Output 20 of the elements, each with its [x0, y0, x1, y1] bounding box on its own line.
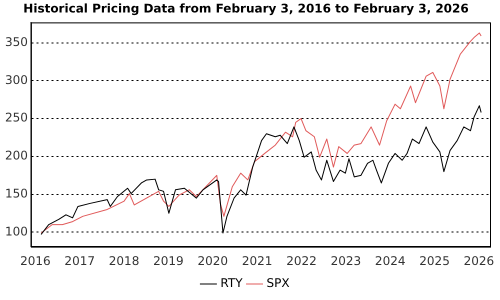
x-tick-label: 2016 [20, 254, 51, 268]
x-tick-label: 2018 [108, 254, 140, 268]
y-tick-label: 300 [5, 72, 28, 87]
y-tick-label: 100 [5, 224, 28, 238]
legend-label: SPX [266, 276, 290, 290]
x-tick-label: 2023 [330, 254, 362, 268]
y-tick-label: 250 [5, 110, 28, 125]
x-tick-label: 2026 [464, 254, 494, 268]
x-tick-label: 2025 [419, 254, 450, 268]
x-tick-label: 2017 [64, 254, 95, 268]
x-tick-label: 2021 [242, 254, 272, 268]
x-tick-label: 2024 [374, 254, 406, 268]
y-tick-label: 200 [5, 148, 28, 163]
x-tick-label: 2022 [286, 254, 317, 268]
y-tick-label: 150 [5, 186, 28, 200]
legend-label: RTY [220, 276, 244, 290]
chart-title: Historical Pricing Data from February 3, 2016 to February 3, 2026 [23, 1, 469, 16]
x-tick-label: 2020 [197, 254, 228, 268]
y-tick-label: 350 [5, 34, 28, 49]
x-tick-label: 2019 [153, 254, 184, 268]
